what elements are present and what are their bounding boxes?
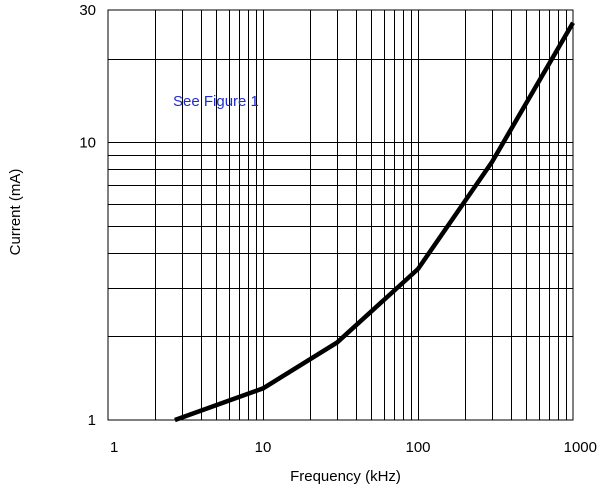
x-tick-label: 1: [110, 439, 118, 456]
x-tick-labels: 1 10 100 1000: [110, 439, 597, 456]
grid: [108, 10, 573, 420]
x-tick-label: 100: [405, 439, 430, 456]
y-tick-label: 10: [79, 134, 96, 151]
x-tick-label: 10: [255, 439, 272, 456]
x-axis-title: Frequency (kHz): [290, 468, 401, 485]
series-line: [174, 21, 575, 423]
y-axis-title: Current (mA): [7, 169, 24, 256]
annotation-label: See Figure 1: [173, 93, 259, 110]
y-tick-label: 1: [88, 412, 96, 429]
plot-frame: [107, 9, 574, 421]
x-tick-label: 1000: [564, 439, 597, 456]
y-tick-label: 30: [79, 2, 96, 19]
y-tick-labels: 1 10 30: [79, 2, 96, 429]
